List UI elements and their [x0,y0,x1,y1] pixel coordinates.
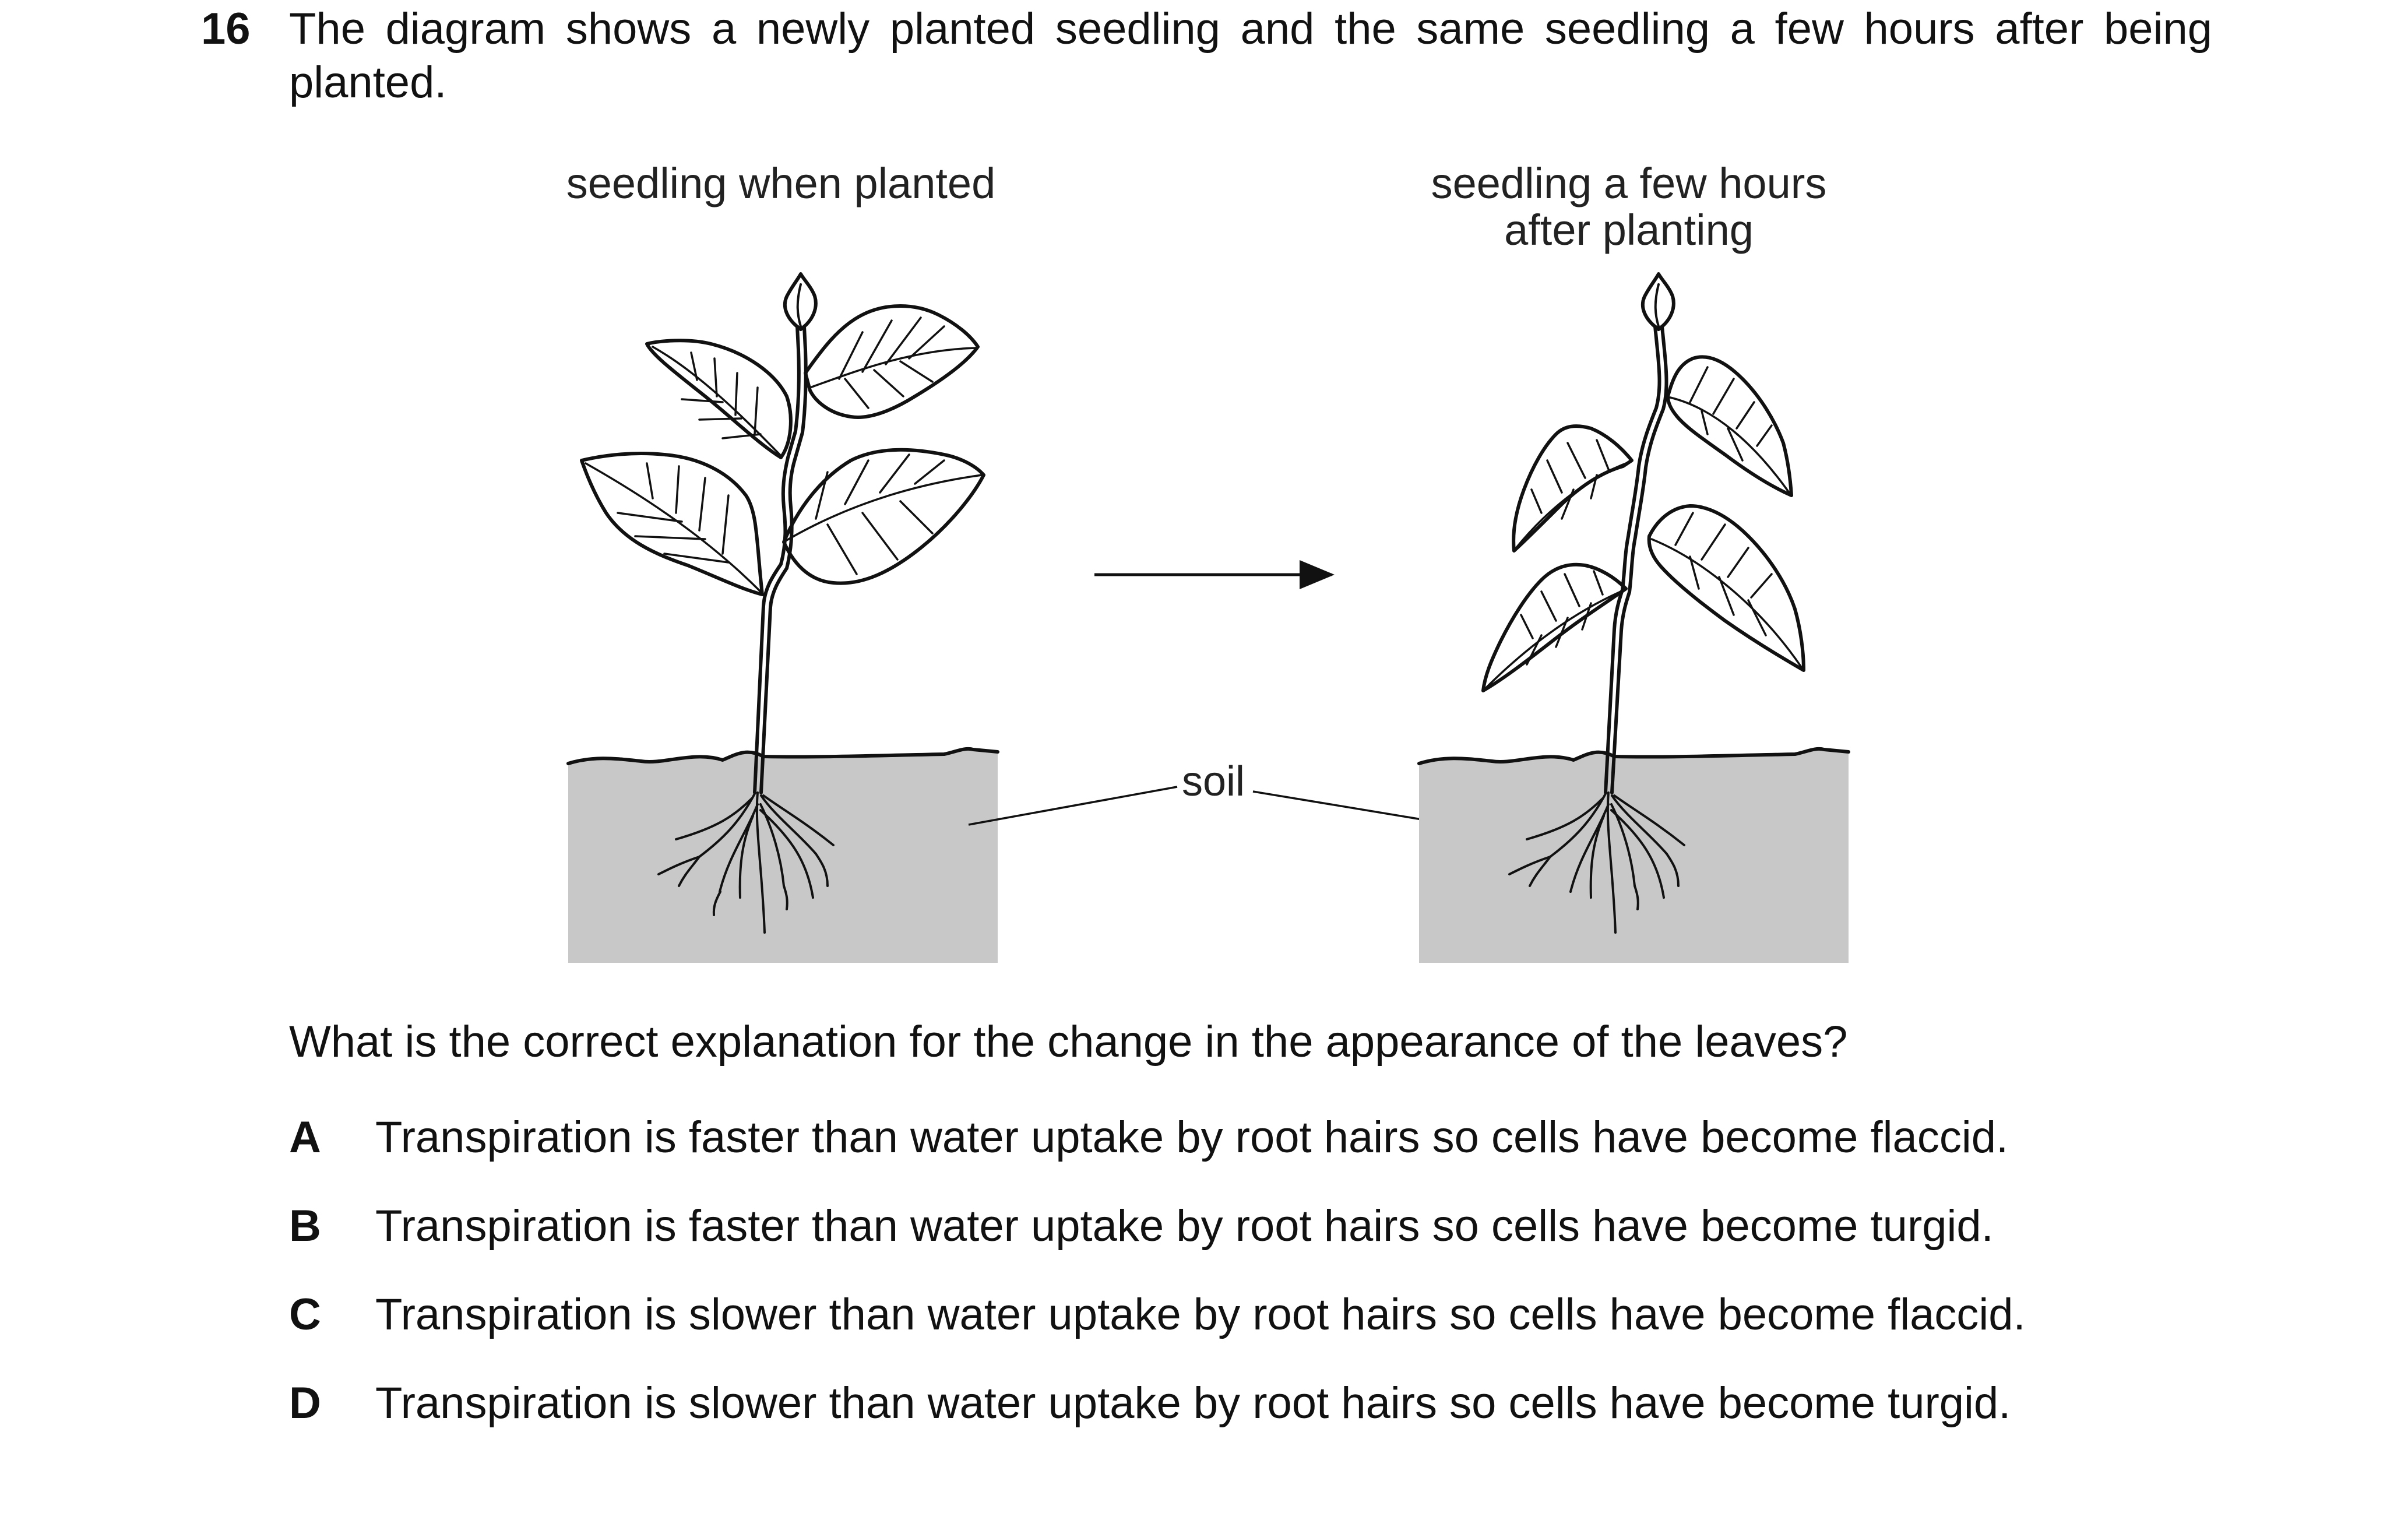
left-soil-block [568,748,998,963]
option-letter: D [289,1378,321,1428]
option-letter: B [289,1201,321,1251]
right-roots [1508,791,1685,934]
left-roots [657,791,835,934]
soil-label: soil [1182,758,1245,805]
seedling-diagram: seedling when planted seedling a few hou… [566,159,1850,963]
left-seedling-label: seedling when planted [566,159,995,207]
option-text: Transpiration is slower than water uptak… [375,1290,2026,1339]
option-letter: C [289,1290,321,1339]
right-leaf-upper-right [1666,355,1793,497]
right-seedling-label-line1: seedling a few hours [1431,159,1827,207]
left-leaf-upper-left [645,339,793,459]
left-seedling [566,272,999,963]
option-text: Transpiration is faster than water uptak… [375,1201,1994,1251]
left-bud [783,272,818,331]
left-soil-surface [566,747,999,765]
left-stem [753,325,801,794]
option-letter: A [289,1113,321,1162]
right-seedling [1417,272,1850,963]
right-seedling-label-line2: after planting [1504,206,1754,254]
question-prompt: What is the correct explanation for the … [289,1017,1848,1067]
left-leaf-lower-right [782,448,985,585]
right-soil-block [1419,748,1849,963]
option-text: Transpiration is slower than water uptak… [375,1378,2011,1428]
right-leaf-lower-right [1647,504,1805,672]
question-stem: The diagram shows a newly planted seedli… [289,4,2212,107]
option-text: Transpiration is faster than water uptak… [375,1113,2009,1162]
question-number: 16 [201,4,251,54]
soil-leader-left [968,786,1178,826]
right-leaf-upper-left [1512,424,1634,553]
right-soil-surface [1417,747,1850,765]
right-leaf-lower-left [1481,562,1628,692]
right-bud [1641,272,1675,331]
left-leaf-lower-left [580,452,764,596]
left-leaf-upper-right [804,304,980,419]
